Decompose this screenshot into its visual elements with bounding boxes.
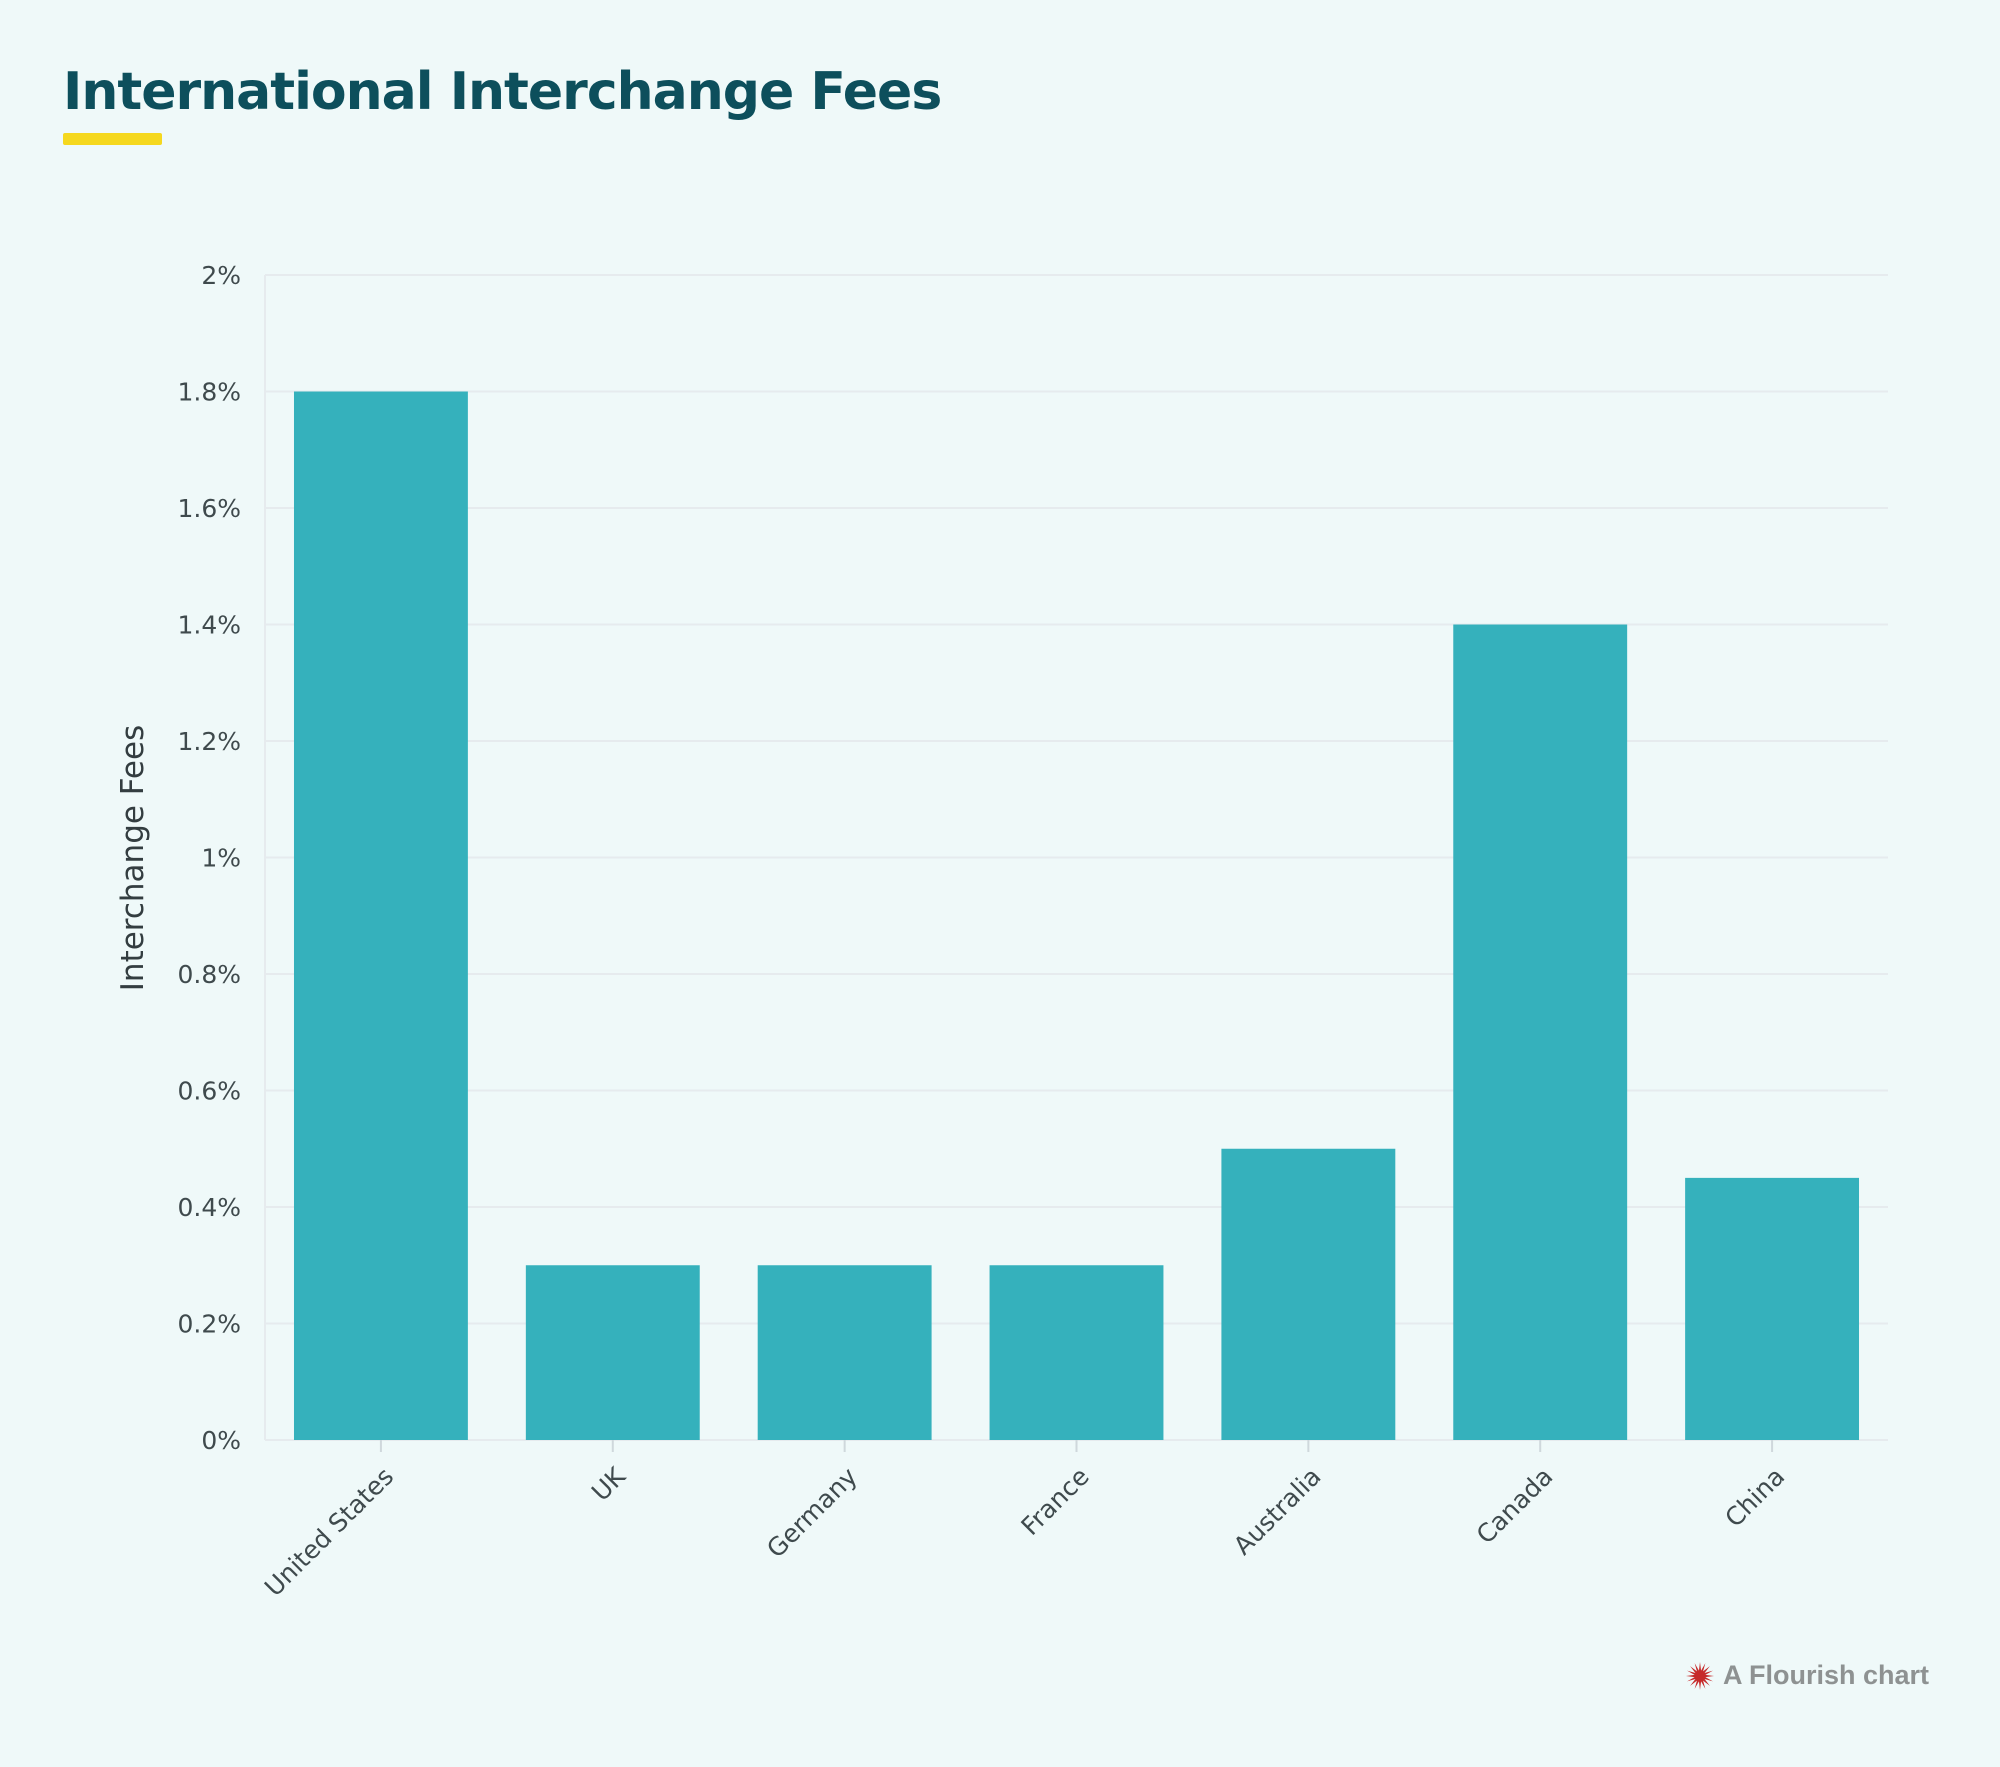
bar-germany: [757, 1265, 932, 1440]
bar-france: [989, 1265, 1164, 1440]
title-accent-underline: [63, 133, 162, 145]
y-tick-label: 0%: [201, 1426, 241, 1455]
y-axis-ticks: 0% 0.2% 0.4% 0.6% 0.8% 1% 1.2% 1.4% 1.6% 1.8% 2%: [177, 261, 241, 1455]
y-tick-label: 1.2%: [177, 727, 241, 756]
y-tick-label: 1.8%: [177, 378, 241, 407]
x-tick-label: Germany: [761, 1462, 863, 1564]
y-tick-label: 2%: [201, 261, 241, 290]
bar-china: [1685, 1177, 1860, 1440]
flourish-burst-icon: [1686, 1661, 1714, 1690]
x-tick-label: Canada: [1471, 1462, 1559, 1550]
bar-uk: [525, 1265, 700, 1440]
y-tick-label: 1%: [201, 844, 241, 873]
y-axis-title: Interchange Fees: [115, 725, 151, 991]
flourish-credit[interactable]: A Flourish chart: [1685, 1660, 1929, 1691]
x-tick-label: United States: [259, 1462, 399, 1602]
x-tick-label: China: [1719, 1462, 1790, 1533]
y-tick-label: 0.2%: [177, 1310, 241, 1339]
y-tick-label: 0.6%: [177, 1077, 241, 1106]
y-tick-label: 1.4%: [177, 611, 241, 640]
y-tick-label: 0.4%: [177, 1193, 241, 1222]
y-tick-label: 0.8%: [177, 960, 241, 989]
bar-united-states: [293, 391, 468, 1440]
x-tick-label: France: [1015, 1462, 1094, 1541]
x-axis-ticks: United States UK Germany France Australia Can…: [259, 1440, 1790, 1602]
y-tick-label: 1.6%: [177, 494, 241, 523]
x-tick-label: Australia: [1228, 1462, 1327, 1561]
chart-title: International Interchange Fees: [63, 62, 942, 122]
bars: [293, 391, 1860, 1440]
bar-canada: [1453, 624, 1628, 1440]
x-tick-label: UK: [586, 1461, 631, 1506]
credit-text: A Flourish chart: [1723, 1660, 1930, 1690]
bar-australia: [1221, 1148, 1396, 1440]
